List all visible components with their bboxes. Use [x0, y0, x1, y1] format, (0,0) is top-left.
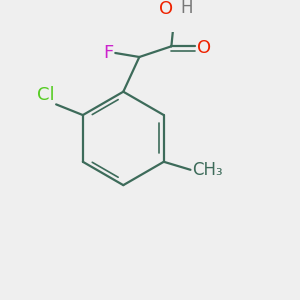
Text: H: H [180, 0, 192, 17]
Text: Cl: Cl [37, 85, 55, 103]
Text: F: F [104, 44, 114, 62]
Text: CH₃: CH₃ [192, 161, 222, 179]
Text: O: O [159, 0, 173, 18]
Text: O: O [197, 39, 211, 57]
